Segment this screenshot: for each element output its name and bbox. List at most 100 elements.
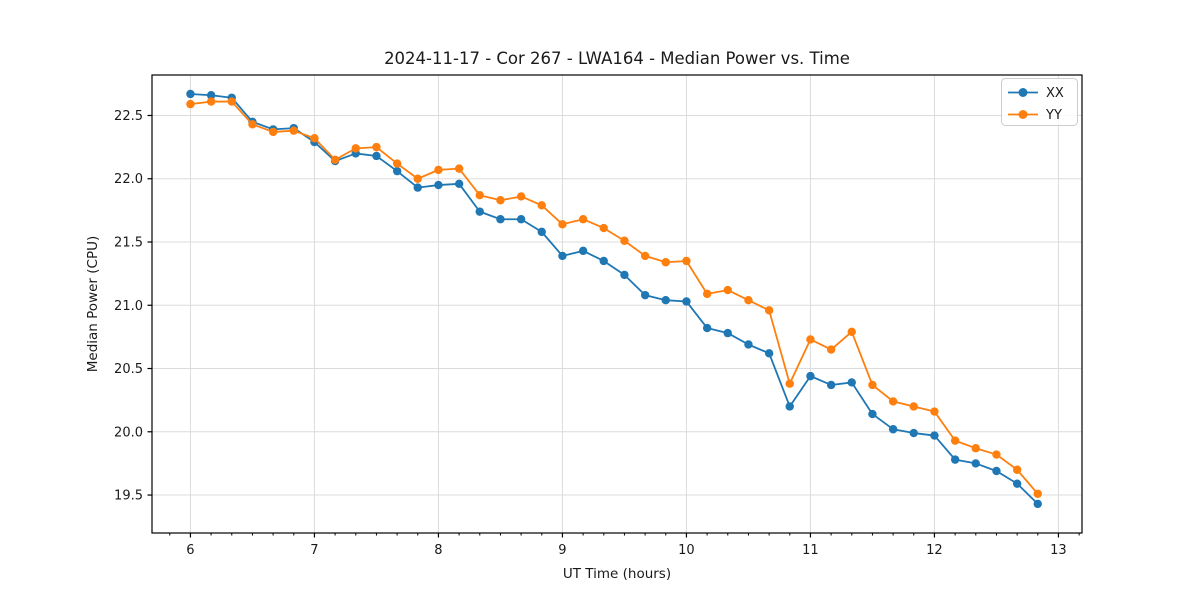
data-point-yy — [372, 142, 381, 152]
data-point-xx — [950, 455, 960, 464]
data-point-xx — [578, 246, 588, 256]
data-point-xx — [413, 183, 422, 192]
data-point-xx — [186, 89, 195, 99]
data-point-xx — [496, 215, 505, 224]
data-point-xx — [806, 371, 815, 381]
data-point-yy — [992, 450, 1001, 459]
chart-title: 2024-11-17 - Cor 267 - LWA164 - Median P… — [384, 49, 850, 68]
data-point-xx — [516, 215, 526, 224]
series-layer — [186, 89, 1042, 509]
data-point-xx — [930, 431, 939, 440]
data-point-yy — [206, 97, 216, 106]
data-point-xx — [475, 207, 484, 216]
data-point-yy — [620, 236, 629, 245]
data-point-yy — [268, 127, 278, 137]
data-point-xx — [206, 91, 216, 100]
legend-label-xx: XX — [1046, 86, 1064, 101]
data-point-yy — [351, 144, 360, 153]
data-point-yy — [330, 155, 340, 164]
data-point-xx — [826, 380, 836, 390]
y-tick-label: 19.5 — [114, 489, 143, 504]
data-point-yy — [930, 407, 939, 416]
data-point-xx — [372, 151, 381, 161]
data-point-yy — [434, 165, 443, 175]
data-point-xx — [620, 270, 629, 280]
y-tick-label: 21.5 — [114, 236, 143, 251]
data-point-xx — [868, 409, 877, 419]
data-point-yy — [454, 164, 464, 173]
data-point-xx — [702, 323, 712, 333]
grid-layer — [152, 75, 1082, 533]
data-point-xx — [558, 251, 567, 261]
data-point-yy — [909, 402, 918, 411]
series-line-xx — [190, 93, 1039, 505]
y-tick-label: 21.0 — [114, 299, 143, 314]
data-point-yy — [661, 258, 670, 267]
data-point-xx — [599, 256, 608, 266]
data-point-yy — [640, 251, 650, 261]
x-tick-label: 7 — [310, 543, 318, 558]
data-point-xx — [682, 297, 691, 306]
data-point-xx — [454, 179, 464, 189]
data-point-xx — [1012, 479, 1022, 488]
data-point-xx — [992, 466, 1001, 476]
data-point-yy — [475, 190, 484, 200]
data-point-xx — [785, 402, 794, 411]
data-point-xx — [392, 166, 402, 176]
data-point-yy — [868, 380, 877, 390]
data-point-yy — [744, 296, 753, 305]
data-point-yy — [558, 220, 567, 229]
data-point-yy — [702, 289, 712, 299]
data-point-yy — [950, 436, 960, 445]
data-point-xx — [434, 180, 443, 190]
data-point-yy — [537, 201, 546, 210]
data-point-yy — [723, 285, 732, 295]
y-axis-label: Median Power (CPU) — [85, 236, 101, 372]
x-tick-label: 12 — [926, 543, 943, 558]
y-tick-label: 22.5 — [114, 109, 143, 124]
data-point-yy — [186, 99, 195, 109]
legend-box — [1001, 78, 1078, 126]
data-point-yy — [847, 327, 856, 337]
data-point-yy — [785, 379, 794, 388]
x-tick-label: 13 — [1050, 543, 1067, 558]
data-point-xx — [764, 349, 774, 358]
data-point-xx — [1033, 499, 1042, 509]
y-tick-label: 20.5 — [114, 362, 143, 377]
data-point-xx — [723, 328, 732, 338]
data-point-yy — [826, 345, 836, 354]
x-tick-label: 10 — [678, 543, 695, 558]
legend: XX YY — [1001, 78, 1078, 126]
legend-swatch-marker-xx — [1018, 88, 1028, 97]
data-point-yy — [764, 306, 774, 315]
y-tick-label: 22.0 — [114, 172, 143, 187]
data-point-xx — [847, 378, 856, 387]
data-point-yy — [888, 397, 898, 406]
x-tick-label: 6 — [186, 543, 194, 558]
data-point-yy — [227, 97, 236, 106]
data-point-yy — [392, 159, 402, 168]
data-point-yy — [1033, 489, 1042, 498]
data-point-xx — [971, 459, 980, 468]
data-point-yy — [310, 134, 319, 143]
data-point-yy — [496, 196, 505, 205]
x-tick-label: 9 — [558, 543, 566, 558]
axis-layer: 6 7 8 9 10 11 12 13 19.5 20.0 20.5 21.0 21.5 22.0 22.5 — [114, 109, 1080, 558]
data-point-yy — [1012, 465, 1022, 474]
data-point-xx — [888, 425, 898, 434]
x-axis-label: UT Time (hours) — [563, 566, 671, 582]
data-point-yy — [578, 215, 588, 224]
data-point-yy — [516, 192, 526, 201]
data-point-xx — [640, 290, 650, 300]
data-point-xx — [909, 428, 918, 438]
data-point-yy — [682, 256, 691, 266]
data-point-yy — [806, 335, 815, 344]
data-point-yy — [248, 120, 257, 129]
data-point-xx — [661, 296, 670, 305]
legend-swatch-marker-yy — [1018, 110, 1028, 119]
data-point-xx — [744, 340, 753, 349]
legend-label-yy: YY — [1045, 108, 1062, 123]
data-point-yy — [971, 444, 980, 453]
